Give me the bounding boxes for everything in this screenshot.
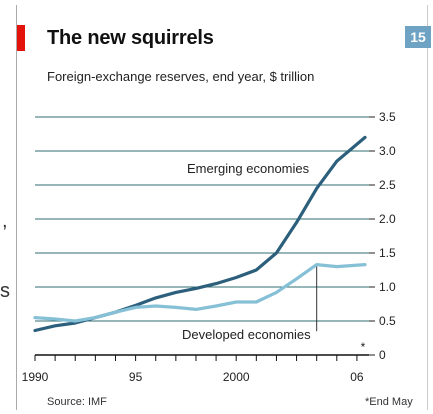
scan-fragment-s: s bbox=[0, 280, 10, 302]
series-line-developed bbox=[33, 263, 367, 323]
chart-title: The new squirrels bbox=[47, 27, 214, 49]
annotation-developed: Developed economies bbox=[182, 327, 311, 342]
line-chart: 0 0.5 1.0 1.5 2.0 2.5 3.0 3.5 1990 95 2000 06 Emer… bbox=[22, 110, 396, 384]
chart-number-badge: 15 bbox=[405, 26, 431, 48]
x-tick-label: 06 bbox=[350, 370, 364, 384]
chart-subtitle: Foreign-exchange reserves, end year, $ t… bbox=[47, 69, 315, 84]
grid-lines bbox=[35, 116, 369, 322]
y-tick-label: 2.5 bbox=[379, 178, 396, 192]
x-tick-label: 1990 bbox=[22, 370, 49, 384]
y-axis-ticks: 0 0.5 1.0 1.5 2.0 2.5 3.0 3.5 bbox=[369, 110, 396, 362]
y-tick-label: 3.5 bbox=[379, 110, 396, 124]
y-tick-label: 1.0 bbox=[379, 280, 396, 294]
x-axis: 1990 95 2000 06 bbox=[22, 354, 369, 384]
footnote: *End May bbox=[365, 396, 413, 408]
source-note: Source: IMF bbox=[47, 396, 107, 408]
scan-fragment-comma: , bbox=[2, 210, 8, 232]
y-tick-label: 0.5 bbox=[379, 314, 396, 328]
annotations: Emerging economies Developed economies * bbox=[182, 161, 366, 354]
series-lines bbox=[33, 135, 367, 333]
y-tick-label: 2.0 bbox=[379, 212, 396, 226]
end-may-marker: * bbox=[361, 340, 366, 354]
x-tick-label: 95 bbox=[129, 370, 143, 384]
y-tick-label: 0 bbox=[379, 348, 386, 362]
y-tick-label: 3.0 bbox=[379, 144, 396, 158]
x-tick-label: 2000 bbox=[223, 370, 250, 384]
y-tick-label: 1.5 bbox=[379, 246, 396, 260]
annotation-emerging: Emerging economies bbox=[187, 161, 310, 176]
chart-card: The new squirrels 15 Foreign-exchange re… bbox=[16, 5, 431, 410]
red-accent-bar bbox=[17, 25, 25, 51]
